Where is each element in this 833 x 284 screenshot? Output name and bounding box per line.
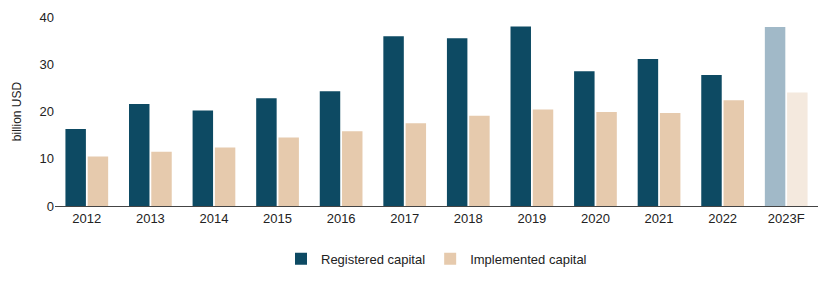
svg-text:Registered capital: Registered capital xyxy=(321,252,425,267)
svg-text:0: 0 xyxy=(47,199,54,214)
svg-text:2015: 2015 xyxy=(263,211,292,226)
svg-text:40: 40 xyxy=(40,10,54,25)
svg-text:2020: 2020 xyxy=(581,211,610,226)
svg-text:billion USD: billion USD xyxy=(10,81,24,141)
svg-text:10: 10 xyxy=(40,151,54,166)
svg-text:2018: 2018 xyxy=(454,211,483,226)
svg-text:2016: 2016 xyxy=(327,211,356,226)
svg-text:2013: 2013 xyxy=(136,211,165,226)
svg-text:2014: 2014 xyxy=(199,211,228,226)
svg-text:20: 20 xyxy=(40,104,54,119)
svg-text:2012: 2012 xyxy=(72,211,101,226)
svg-text:2023F: 2023F xyxy=(768,211,805,226)
svg-text:2022: 2022 xyxy=(708,211,737,226)
svg-text:2019: 2019 xyxy=(517,211,546,226)
svg-text:30: 30 xyxy=(40,57,54,72)
svg-text:2017: 2017 xyxy=(390,211,419,226)
svg-text:2021: 2021 xyxy=(645,211,674,226)
svg-text:Implemented capital: Implemented capital xyxy=(470,252,586,267)
